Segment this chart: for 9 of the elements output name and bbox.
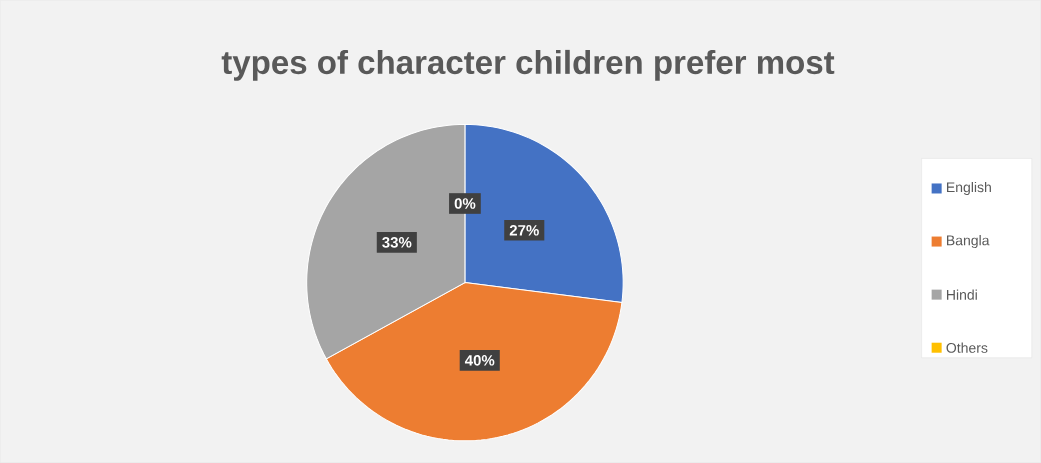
data-label: 40% xyxy=(464,354,495,366)
text: 0% xyxy=(454,198,476,209)
legend-label: Others xyxy=(946,342,988,353)
legend-label: Hindi xyxy=(947,289,977,300)
legend-label: English xyxy=(947,181,991,195)
chart-title: types of character children prefer most xyxy=(221,49,835,81)
data-label: 27% xyxy=(509,224,539,236)
data-label: 33% xyxy=(382,236,412,248)
legend-label: Bangla xyxy=(947,234,990,249)
